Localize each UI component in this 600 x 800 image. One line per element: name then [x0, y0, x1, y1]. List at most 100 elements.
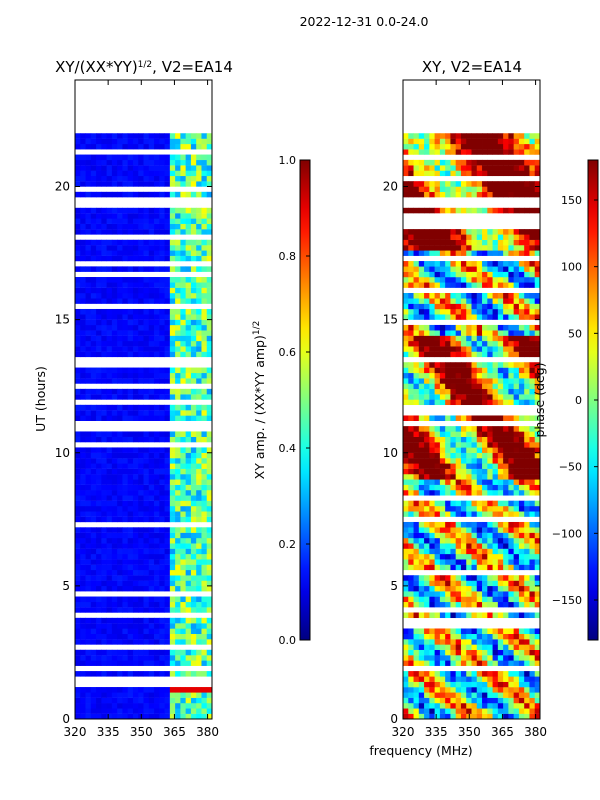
phase-cell — [503, 633, 509, 640]
phase-cell — [418, 591, 425, 597]
amp-cell — [106, 218, 113, 224]
amp-cell — [122, 697, 129, 704]
phase-cell — [413, 293, 420, 299]
phase-cell — [450, 575, 457, 581]
amp-cell — [143, 143, 150, 150]
amp-cell — [111, 601, 118, 608]
amp-cell — [196, 596, 202, 603]
amp-cell — [138, 346, 144, 352]
phase-cell — [513, 303, 520, 310]
amp-cell — [206, 388, 213, 395]
amp-cell — [159, 282, 165, 288]
phase-cell — [534, 186, 541, 193]
amp-cell — [190, 569, 197, 576]
phase-cell — [460, 165, 467, 171]
phase-cell — [487, 191, 493, 198]
amp-cell — [148, 170, 155, 177]
phase-cell — [466, 506, 472, 512]
amp-cell — [106, 617, 113, 624]
phase-cell — [408, 628, 414, 634]
phase-cell — [408, 399, 414, 406]
phase-cell — [492, 463, 499, 469]
phase-cell — [508, 687, 515, 693]
amp-cell — [180, 516, 187, 523]
phase-cell — [534, 490, 541, 496]
amp-cell — [90, 335, 97, 342]
amp-cell — [159, 633, 165, 640]
amp-cell — [85, 213, 92, 219]
amp-cell — [154, 133, 160, 139]
phase-cell — [455, 601, 462, 608]
phase-cell — [513, 713, 520, 720]
phase-cell — [534, 596, 541, 603]
phase-cell — [487, 543, 493, 549]
amp-cell — [90, 628, 97, 634]
amp-cell — [175, 633, 181, 640]
amp-cell — [148, 548, 155, 555]
phase-cell — [460, 303, 467, 310]
phase-cell — [418, 703, 425, 709]
phase-cell — [529, 170, 536, 177]
phase-cell — [403, 207, 409, 214]
amp-cell — [206, 367, 213, 374]
phase-cell — [529, 655, 536, 661]
phase-cell — [434, 553, 441, 560]
phase-cell — [460, 191, 467, 198]
phase-cell — [497, 431, 504, 437]
amp-cell — [117, 559, 123, 565]
phase-cell — [513, 159, 520, 166]
phase-cell — [445, 585, 451, 592]
phase-cell — [524, 330, 530, 336]
amp-cell — [106, 564, 113, 571]
amp-cell — [185, 601, 192, 608]
phase-cell — [492, 639, 499, 645]
phase-cell — [497, 303, 504, 310]
amp-cell — [190, 596, 197, 603]
phase-cell — [518, 681, 525, 688]
amp-cell — [206, 452, 213, 459]
phase-cell — [460, 207, 467, 214]
phase-cell — [418, 681, 425, 688]
amp-cell — [196, 293, 202, 299]
amp-cell — [185, 628, 192, 634]
phase-cell — [403, 282, 409, 288]
amp-cell — [111, 687, 118, 693]
phase-cell — [513, 442, 520, 448]
amp-title: XY/(XX*YY)1/2, V2=EA14 — [55, 58, 233, 76]
phase-cell — [518, 612, 525, 619]
amp-cell — [206, 655, 213, 661]
amp-cell — [143, 207, 150, 214]
amp-cell — [111, 207, 118, 214]
amp-cell — [143, 277, 150, 283]
phase-cell — [471, 697, 478, 704]
amp-cell — [96, 207, 102, 214]
phase-cell — [418, 474, 425, 480]
amp-cell — [117, 474, 123, 480]
phase-cell — [487, 708, 493, 714]
amp-cell — [138, 617, 144, 624]
amp-cell — [132, 649, 139, 656]
phase-cell — [513, 378, 520, 384]
phase-cell — [497, 234, 504, 240]
phase-cell — [497, 506, 504, 512]
phase-cell — [487, 452, 493, 459]
amp-cell — [196, 431, 202, 437]
amp-cell — [138, 372, 144, 379]
phase-cell — [497, 447, 504, 453]
phase-cell — [534, 649, 541, 656]
phase-cell — [413, 490, 420, 496]
amp-cell — [196, 580, 202, 587]
amp-cell — [148, 138, 155, 145]
amp-cell — [101, 431, 108, 437]
phase-cell — [497, 681, 504, 688]
phase-cell — [434, 521, 441, 528]
amp-cell — [143, 282, 150, 288]
amp-cell — [85, 175, 92, 182]
phase-cell — [429, 159, 436, 166]
phase-cell — [434, 655, 441, 661]
phase-cell — [434, 314, 441, 320]
phase-cell — [471, 330, 478, 336]
amp-cell — [180, 607, 187, 613]
phase-cell — [524, 372, 530, 379]
amp-cell — [96, 340, 102, 347]
